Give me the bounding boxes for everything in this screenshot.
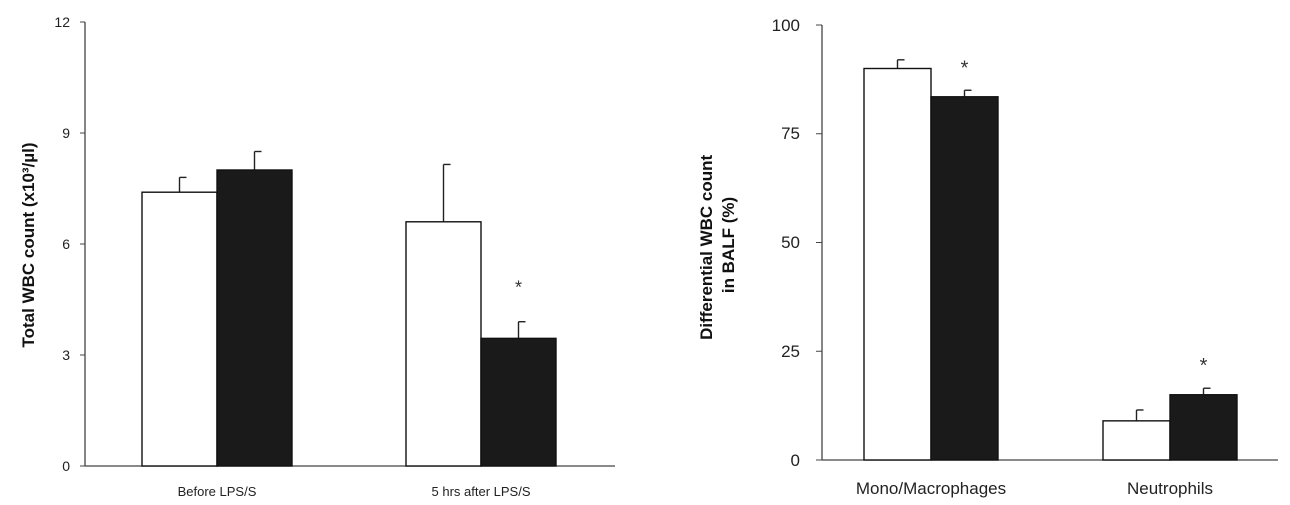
y-axis-title: Total WBC count (x10³/µl) xyxy=(19,143,38,348)
bars-left: * xyxy=(141,150,557,467)
x-tick-labels: Mono/Macrophages Neutrophils xyxy=(856,479,1213,498)
x-tick-label: Before LPS/S xyxy=(178,484,257,499)
significance-marker: * xyxy=(1200,355,1208,377)
bar xyxy=(863,67,932,461)
y-tick-label: 100 xyxy=(772,16,800,35)
y-axis-title: Differential WBC count in BALF (%) xyxy=(697,150,738,340)
x-tick-label: 5 hrs after LPS/S xyxy=(432,484,531,499)
bars-right: ** xyxy=(863,57,1238,461)
y-tick-label: 25 xyxy=(781,342,800,361)
significance-marker: * xyxy=(515,278,522,298)
significance-marker: * xyxy=(961,57,969,79)
x-tick-label: Neutrophils xyxy=(1127,479,1213,498)
bar xyxy=(1169,394,1238,461)
bar xyxy=(1102,420,1171,461)
bar xyxy=(930,96,999,461)
y-tick-label: 50 xyxy=(781,233,800,252)
x-tick-labels: Before LPS/S 5 hrs after LPS/S xyxy=(178,484,531,499)
bar xyxy=(216,169,293,467)
bar xyxy=(141,191,218,467)
bar xyxy=(480,337,557,467)
y-tick-label: 12 xyxy=(54,14,70,30)
y-tick-label: 0 xyxy=(62,458,70,474)
y-tick-label: 75 xyxy=(781,124,800,143)
y-tick-label: 6 xyxy=(62,236,70,252)
y-ticks: 0 3 6 9 12 xyxy=(54,14,85,474)
y-tick-label: 9 xyxy=(62,125,70,141)
y-tick-label: 3 xyxy=(62,347,70,363)
chart-left: Total WBC count (x10³/µl) 0 3 6 9 12 Bef… xyxy=(19,14,615,499)
y-axis-title-line-1: Differential WBC count xyxy=(697,154,716,339)
chart-right: Differential WBC count in BALF (%) 0 25 … xyxy=(697,16,1278,498)
bar xyxy=(405,221,482,467)
y-axis-title-line-2: in BALF (%) xyxy=(719,197,738,293)
y-ticks: 0 25 50 75 100 xyxy=(772,16,822,470)
y-tick-label: 0 xyxy=(791,451,800,470)
x-tick-label: Mono/Macrophages xyxy=(856,479,1006,498)
